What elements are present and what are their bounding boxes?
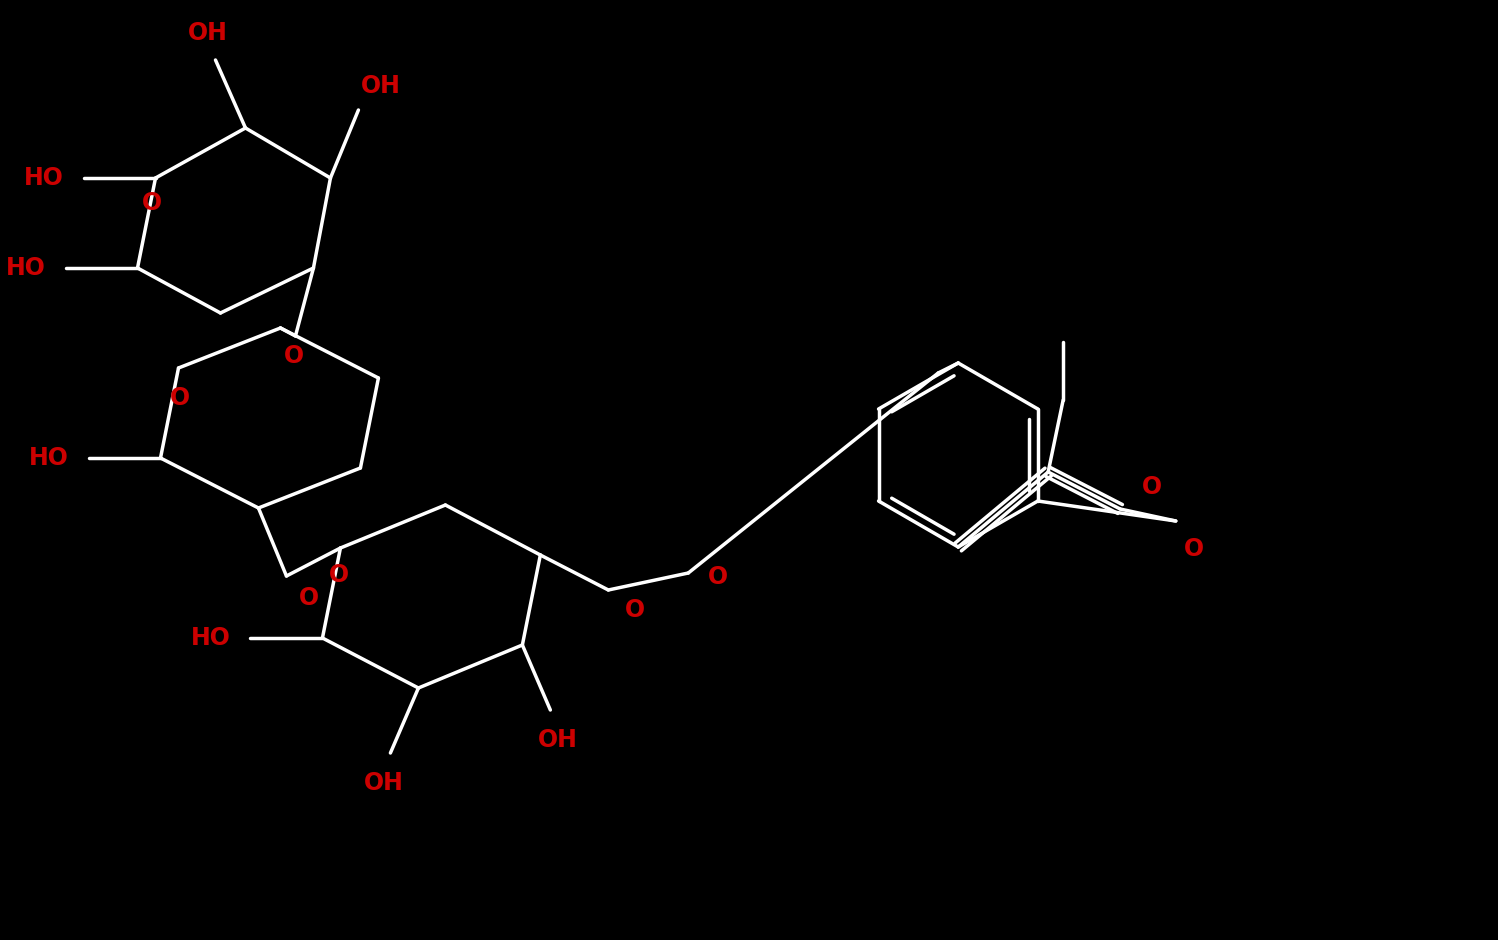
Text: OH: OH [364, 771, 403, 795]
Text: O: O [1141, 475, 1162, 499]
Text: O: O [1183, 537, 1204, 561]
Text: O: O [298, 586, 319, 610]
Text: HO: HO [190, 626, 231, 650]
Text: HO: HO [6, 256, 45, 280]
Text: O: O [625, 598, 646, 622]
Text: O: O [283, 344, 304, 368]
Text: OH: OH [538, 728, 577, 752]
Text: O: O [141, 191, 162, 215]
Text: HO: HO [28, 446, 69, 470]
Text: OH: OH [361, 74, 400, 98]
Text: OH: OH [187, 21, 228, 45]
Text: O: O [330, 563, 349, 587]
Text: O: O [169, 386, 190, 410]
Text: HO: HO [24, 166, 63, 190]
Text: O: O [709, 565, 728, 589]
